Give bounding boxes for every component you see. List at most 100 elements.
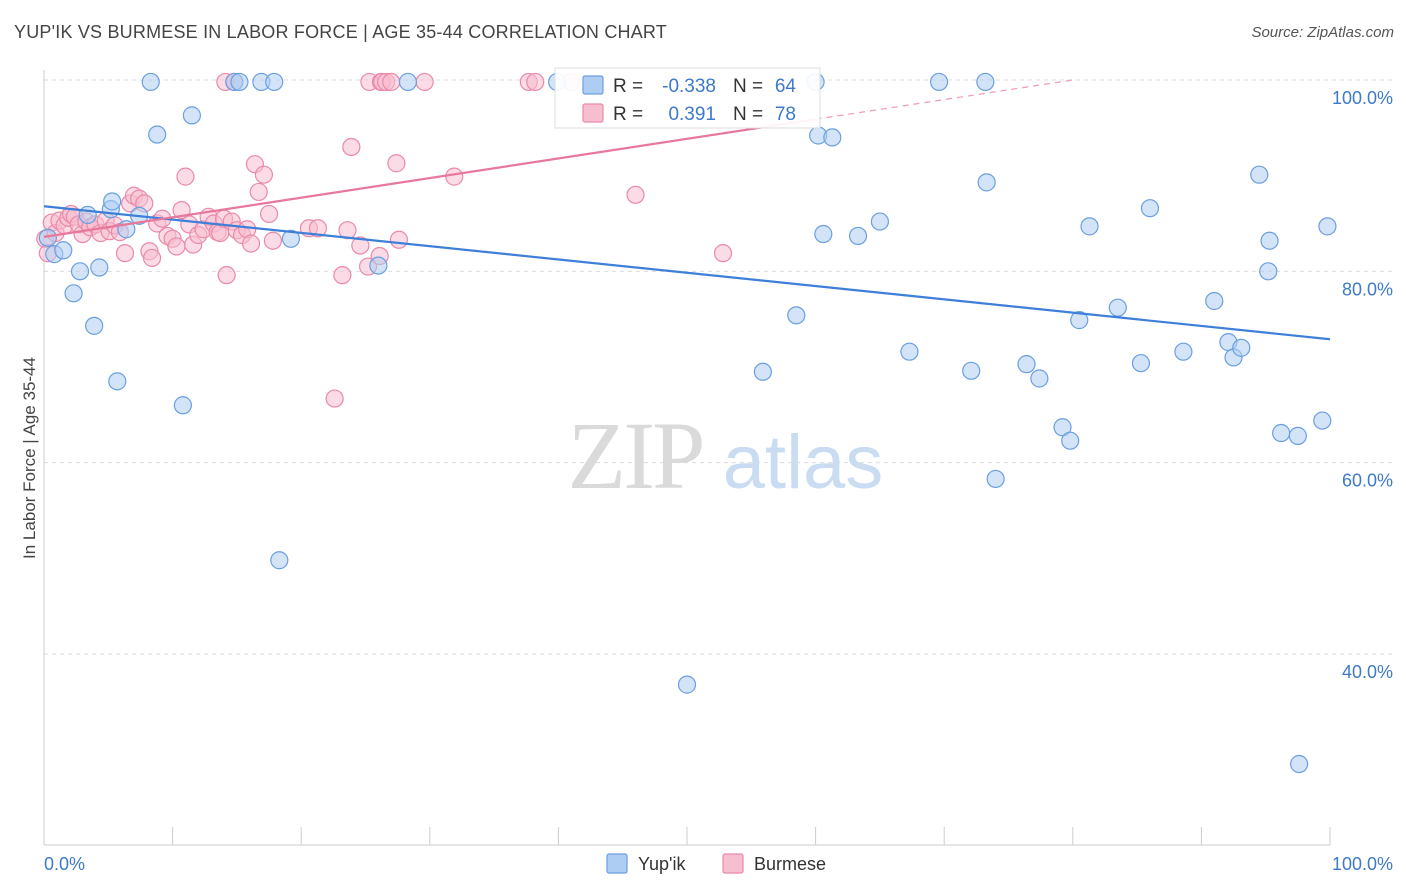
yupik-point (1140, 199, 1160, 218)
yupik-point (900, 342, 919, 361)
yupik-point (173, 396, 192, 415)
legend-r-value: 0.391 (668, 104, 716, 125)
burmese-point (333, 266, 352, 285)
bottom-legend: Yup'ik Burmese (606, 853, 826, 874)
legend-swatch-yupik (582, 75, 604, 95)
burmese-point (445, 167, 464, 186)
yupik-point (1259, 262, 1278, 281)
bottom-legend-swatch-burmese (722, 853, 744, 874)
yupik-point (70, 262, 90, 281)
yupik-point (64, 284, 83, 303)
legend-r-label: R = (613, 104, 643, 125)
yupik-point (976, 72, 995, 92)
yupik-point (1017, 355, 1036, 374)
yupik-point (265, 72, 284, 92)
yupik-point (787, 306, 806, 325)
legend-row-yupik: R = -0.338 N = 64 (582, 75, 797, 97)
burmese-point (241, 234, 261, 253)
bottom-legend-swatch-yupik (606, 853, 628, 874)
burmese-trend-line (43, 118, 816, 238)
yupik-point (1030, 369, 1049, 388)
yupik-point (148, 125, 167, 144)
yupik-point (929, 72, 949, 92)
yupik-points (38, 72, 1337, 774)
yupik-point (848, 226, 868, 246)
yupik-point (281, 229, 301, 248)
yupik-point (1205, 291, 1224, 311)
y-tick-label: 40.0% (1342, 662, 1393, 682)
yupik-trend-line (43, 205, 1331, 341)
watermark-atlas: atlas (723, 420, 884, 505)
legend-swatch-burmese (582, 103, 604, 123)
burmese-point (382, 72, 401, 92)
burmese-point (217, 266, 236, 285)
yupik-point (1080, 217, 1099, 236)
watermark-zip: ZIP (568, 402, 703, 509)
legend-n-value: 64 (775, 76, 797, 97)
y-tick-label: 80.0% (1342, 279, 1393, 299)
yupik-point (270, 551, 289, 570)
yupik-point (1290, 754, 1309, 774)
burmese-point (351, 236, 370, 255)
burmese-point (142, 248, 162, 268)
legend-n-label: N = (733, 76, 763, 97)
watermark: ZIP atlas (568, 402, 884, 509)
yupik-point (78, 205, 97, 224)
burmese-point (626, 185, 645, 204)
yupik-point (85, 316, 104, 335)
yupik-point (986, 469, 1005, 489)
yupik-point (230, 72, 249, 92)
burmese-point (167, 237, 186, 256)
burmese-point (254, 165, 274, 184)
y-tick-label: 60.0% (1342, 471, 1393, 491)
burmese-point (263, 231, 283, 250)
burmese-point (249, 182, 268, 202)
yupik-point (870, 212, 890, 231)
burmese-point (325, 389, 344, 408)
yupik-point (677, 675, 697, 694)
legend-n-value: 78 (775, 104, 796, 125)
yupik-point (1131, 354, 1151, 373)
yupik-point (1061, 431, 1080, 450)
chart-title: YUP'IK VS BURMESE IN LABOR FORCE | AGE 3… (14, 22, 667, 42)
yupik-point (1313, 411, 1332, 430)
bottom-legend-label-burmese: Burmese (754, 854, 826, 874)
yupik-point (38, 228, 57, 247)
yupik-point (1108, 298, 1127, 317)
yupik-point (90, 258, 109, 277)
axes: 40.0% 60.0% 80.0% 100.0% (43, 70, 1393, 846)
trend-lines (43, 79, 1331, 341)
yupik-point (1070, 311, 1089, 330)
legend-r-label: R = (613, 76, 643, 97)
legend-n-label: N = (733, 104, 763, 125)
yupik-point (1318, 217, 1337, 236)
yupik-point (398, 72, 418, 92)
yupik-point (814, 224, 833, 244)
y-axis-label: In Labor Force | Age 35-44 (20, 357, 39, 559)
x-tick-label-max: 100.0% (1332, 854, 1393, 874)
legend-r-value: -0.338 (662, 76, 716, 97)
source-credit: Source: ZipAtlas.com (1251, 24, 1394, 41)
yupik-point (1053, 418, 1072, 437)
yupik-point (54, 241, 73, 260)
yupik-point (977, 173, 996, 192)
burmese-point (415, 72, 434, 92)
legend-row-burmese: R = 0.391 N = 78 (582, 103, 796, 125)
burmese-point (713, 244, 733, 263)
burmese-point (526, 72, 545, 92)
yupik-point (962, 361, 981, 380)
yupik-point (108, 372, 127, 391)
yupik-point (1250, 165, 1269, 184)
yupik-point (182, 106, 201, 125)
yupik-point (1174, 342, 1193, 361)
burmese-point (115, 244, 135, 263)
y-tick-label: 100.0% (1332, 88, 1393, 108)
yupik-point (1232, 338, 1251, 357)
x-tick-label-min: 0.0% (44, 854, 85, 874)
burmese-point (389, 230, 409, 249)
yupik-point (753, 362, 772, 381)
burmese-point (342, 137, 361, 157)
burmese-point (308, 219, 328, 238)
yupik-point (1288, 426, 1307, 445)
